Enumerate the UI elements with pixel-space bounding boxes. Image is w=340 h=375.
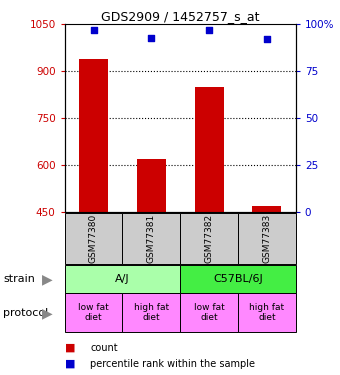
- Bar: [180, 265, 296, 293]
- Point: [91, 27, 96, 33]
- Bar: [122, 293, 180, 332]
- Text: ▶: ▶: [42, 272, 53, 286]
- Bar: [122, 213, 180, 264]
- Text: ■: ■: [65, 343, 75, 353]
- Text: strain: strain: [3, 274, 35, 284]
- Text: low fat
diet: low fat diet: [78, 303, 109, 322]
- Text: C57BL/6J: C57BL/6J: [213, 274, 263, 284]
- Bar: [65, 213, 122, 264]
- Text: GSM77383: GSM77383: [262, 214, 271, 263]
- Bar: [194, 87, 224, 212]
- Bar: [79, 59, 108, 212]
- Text: ▶: ▶: [42, 306, 53, 320]
- Text: low fat
diet: low fat diet: [194, 303, 224, 322]
- Bar: [252, 206, 282, 212]
- Text: protocol: protocol: [3, 308, 49, 318]
- Bar: [137, 159, 166, 212]
- Bar: [238, 213, 296, 264]
- Text: percentile rank within the sample: percentile rank within the sample: [90, 359, 255, 369]
- Point: [149, 34, 154, 40]
- Text: GSM77382: GSM77382: [205, 214, 214, 263]
- Bar: [238, 293, 296, 332]
- Text: A/J: A/J: [115, 274, 130, 284]
- Bar: [65, 293, 122, 332]
- Text: ■: ■: [65, 359, 75, 369]
- Text: GSM77381: GSM77381: [147, 214, 156, 263]
- Text: high fat
diet: high fat diet: [249, 303, 285, 322]
- Bar: [180, 293, 238, 332]
- Point: [206, 27, 212, 33]
- Bar: [65, 265, 180, 293]
- Text: GSM77380: GSM77380: [89, 214, 98, 263]
- Text: high fat
diet: high fat diet: [134, 303, 169, 322]
- Point: [264, 36, 270, 42]
- Text: count: count: [90, 343, 118, 353]
- Title: GDS2909 / 1452757_s_at: GDS2909 / 1452757_s_at: [101, 10, 259, 23]
- Bar: [180, 213, 238, 264]
